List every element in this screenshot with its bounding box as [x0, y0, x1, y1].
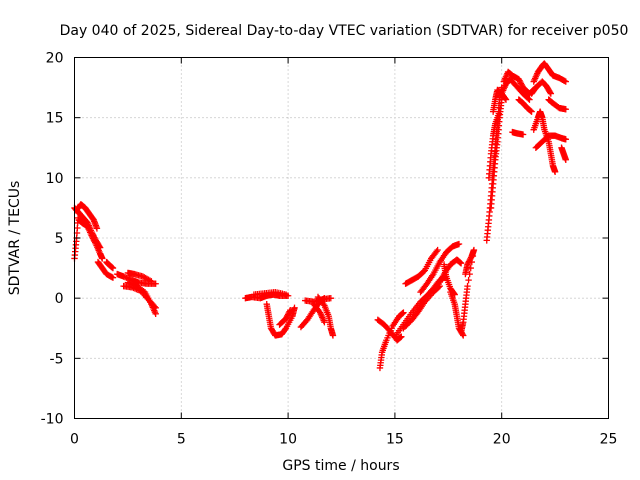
data-point [90, 236, 97, 244]
tick-labels: 0 5 10 15 20 25 -10 -5 0 5 10 15 20 [41, 51, 618, 448]
data-point [457, 328, 465, 336]
x-tick-label: 25 [600, 432, 618, 448]
data-point [327, 294, 335, 302]
y-axis-label: SDTVAR / TECUs [7, 181, 23, 296]
data-point [450, 290, 458, 297]
data-point [109, 274, 117, 281]
data-point [519, 131, 527, 138]
data-point [457, 260, 465, 267]
data-point [517, 78, 524, 86]
data-point [151, 303, 158, 310]
data-point [547, 90, 555, 97]
data-point [460, 332, 467, 339]
data-point [329, 332, 337, 339]
data-point [320, 300, 327, 308]
data-point [284, 311, 292, 318]
x-axis-label: GPS time / hours [282, 458, 399, 474]
y-tick-label: -10 [41, 412, 64, 428]
data-point [152, 304, 159, 311]
data-point [88, 232, 95, 239]
data-point [148, 278, 155, 285]
x-tick-label: 15 [386, 432, 404, 448]
data-point [455, 240, 463, 248]
chart-title: Day 040 of 2025, Sidereal Day-to-day VTE… [60, 23, 629, 39]
data-point [517, 80, 525, 87]
data-point [515, 75, 522, 83]
data-point [283, 314, 290, 321]
data-point [109, 264, 117, 272]
data-point [468, 258, 475, 266]
data-point [400, 309, 407, 316]
data-point [470, 246, 478, 254]
x-tick-label: 5 [177, 432, 186, 448]
data-point [465, 276, 472, 284]
data-point [551, 168, 559, 176]
data-point [282, 315, 290, 322]
data-point [91, 239, 99, 246]
x-tick-label: 10 [279, 432, 297, 448]
data-point [152, 280, 159, 287]
data-point [146, 277, 154, 284]
data-point [451, 291, 458, 298]
data-point [284, 312, 291, 320]
data-point [434, 246, 441, 254]
y-tick-label: 15 [46, 111, 64, 127]
data-point [400, 325, 407, 332]
data-point [433, 248, 440, 255]
data-point [465, 259, 472, 267]
data-point [291, 304, 298, 311]
data-point [516, 77, 523, 84]
axis-ticks [74, 57, 609, 419]
data-point [528, 108, 535, 115]
data-point [562, 106, 569, 113]
x-tick-label: 0 [70, 432, 79, 448]
x-tick-label: 20 [493, 432, 511, 448]
data-point [562, 136, 569, 143]
data-point [287, 307, 294, 314]
data-point [282, 291, 290, 298]
y-tick-label: 10 [46, 171, 64, 187]
data-point [466, 270, 473, 278]
data-point [467, 264, 474, 272]
data-point [496, 108, 503, 115]
data-point [502, 95, 509, 102]
data-point [286, 308, 293, 315]
y-tick-label: -5 [50, 351, 64, 367]
data-point [403, 322, 410, 329]
y-tick-label: 0 [55, 291, 64, 307]
data-point [398, 333, 405, 340]
data-point [91, 238, 98, 245]
data-point [464, 261, 471, 268]
data-points [71, 60, 569, 372]
data-point [562, 156, 569, 163]
data-point [518, 81, 525, 88]
data-point [321, 319, 328, 326]
data-point [562, 78, 569, 85]
data-point [93, 225, 101, 232]
data-point [401, 323, 409, 331]
data-point [89, 233, 96, 241]
data-point [285, 309, 293, 317]
y-tick-label: 5 [55, 231, 64, 247]
data-point [405, 319, 413, 326]
data-point [469, 252, 477, 260]
data-point [99, 255, 106, 262]
data-point [89, 235, 97, 242]
y-tick-label: 20 [46, 51, 64, 67]
data-point [404, 320, 411, 328]
data-point [546, 89, 554, 96]
data-point [152, 310, 159, 318]
data-point [526, 96, 533, 103]
data-point [525, 95, 532, 102]
data-point [502, 96, 510, 103]
